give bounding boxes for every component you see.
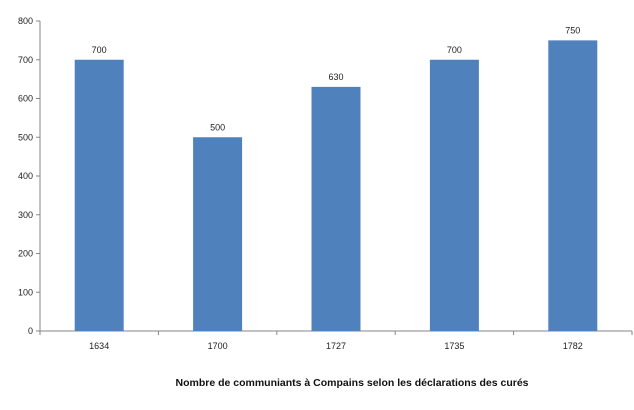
y-tick-label: 300: [18, 210, 33, 220]
x-tick-label-1727: 1727: [326, 341, 346, 351]
y-tick-label: 200: [18, 249, 33, 259]
data-label-1727: 630: [328, 72, 343, 82]
x-tick-label-1700: 1700: [208, 341, 228, 351]
y-tick-label: 700: [18, 55, 33, 65]
bar-1634: [74, 59, 124, 331]
y-tick-label: 800: [18, 16, 33, 26]
bar-1700: [193, 137, 243, 331]
x-tick-label-1782: 1782: [563, 341, 583, 351]
chart-title: Nombre de communiants à Compains selon l…: [175, 377, 528, 389]
data-label-1782: 750: [565, 25, 580, 35]
data-label-1700: 500: [210, 122, 225, 132]
bar-1782: [548, 40, 598, 331]
data-label-1634: 700: [92, 45, 107, 55]
x-tick-label-1735: 1735: [444, 341, 464, 351]
bars: [74, 40, 598, 331]
y-tick-label: 100: [18, 287, 33, 297]
bar-1735: [429, 59, 479, 331]
y-axis: 0 100 200 300 400 500 600 700 800: [18, 16, 41, 336]
x-axis: 1634 1700 1727 1735 1782: [39, 330, 633, 351]
bar-1727: [311, 86, 361, 331]
y-tick-label: 500: [18, 132, 33, 142]
data-label-1735: 700: [447, 45, 462, 55]
y-tick-label: 400: [18, 171, 33, 181]
y-tick-label: 0: [28, 326, 33, 336]
x-tick-label-1634: 1634: [89, 341, 109, 351]
y-tick-label: 600: [18, 94, 33, 104]
data-labels: 700 500 630 700 750: [92, 25, 581, 132]
